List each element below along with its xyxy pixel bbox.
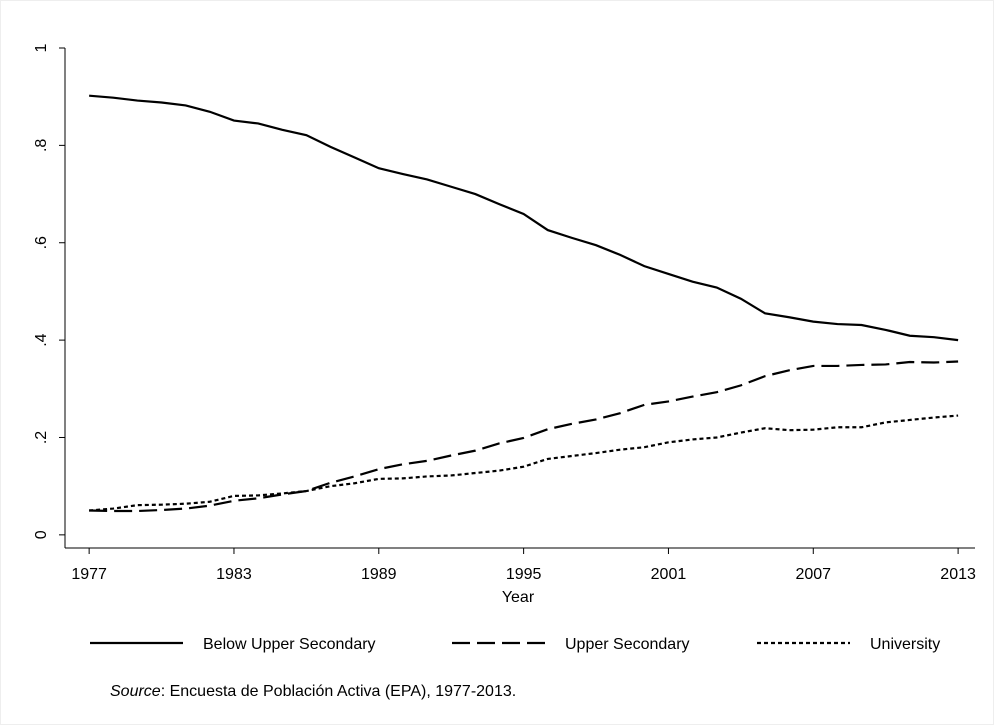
x-tick-label: 2001 (651, 566, 687, 583)
y-tick-label: .8 (33, 139, 50, 152)
x-tick-label: 2013 (940, 566, 976, 583)
note-label: Source (110, 683, 161, 700)
y-tick-label: .2 (33, 431, 50, 444)
y-tick-label: .4 (33, 333, 50, 346)
y-tick-label: 1 (33, 43, 50, 52)
note-text: : Encuesta de Población Activa (EPA), 19… (161, 683, 516, 700)
series-line (89, 414, 959, 512)
series-line (89, 360, 959, 513)
x-tick-label: 2007 (795, 566, 831, 583)
legend-label: Upper Secondary (565, 636, 690, 653)
x-tick-label: 1989 (361, 566, 397, 583)
series-line (89, 94, 959, 342)
x-tick-label: 1983 (216, 566, 252, 583)
source-note: Source: Encuesta de Población Activa (EP… (110, 683, 516, 700)
y-tick-label: .6 (33, 236, 50, 249)
legend-label: Below Upper Secondary (203, 636, 376, 653)
x-axis-label: Year (502, 589, 535, 606)
x-tick-label: 1977 (71, 566, 107, 583)
x-tick-label: 1995 (506, 566, 542, 583)
y-tick-label: 0 (33, 530, 50, 539)
legend-label: University (870, 636, 940, 653)
